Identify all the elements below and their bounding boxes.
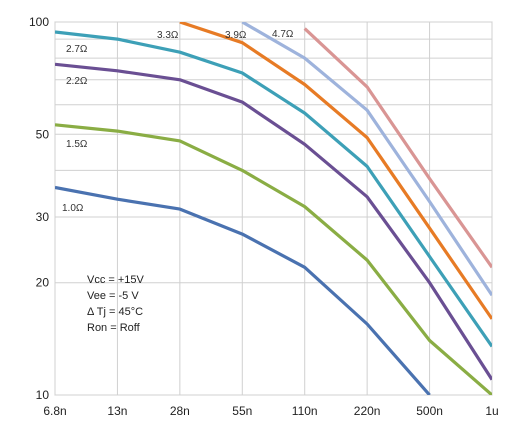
series-line — [179, 22, 492, 320]
y-tick-label: 50 — [36, 127, 50, 141]
y-tick-label: 30 — [36, 210, 50, 224]
conditions-box: Vcc = +15V Vee = -5 V Δ Tj = 45°C Ron = … — [87, 272, 207, 336]
series-name-label: 3.3Ω — [157, 30, 179, 41]
condition-vee: Vee = -5 V — [87, 290, 139, 302]
series-line — [303, 27, 492, 269]
series-line — [55, 123, 492, 395]
series-line — [55, 185, 431, 395]
x-tick-label: 110n — [292, 404, 318, 418]
x-tick-label: 55n — [232, 404, 252, 418]
x-tick-label: 220n — [354, 404, 381, 418]
series-line — [241, 22, 492, 297]
series-name-label: 2.2Ω — [66, 76, 88, 87]
axis-labels: 100 50 30 20 10 6.8n 13n 28n 55n 110n 220n 500n 1u — [29, 15, 499, 418]
series-lines — [55, 22, 492, 395]
series-name-label: 1.5Ω — [66, 139, 88, 150]
series-name-label: 3.9Ω — [225, 30, 247, 41]
series-name-label: 4.7Ω — [272, 29, 294, 40]
condition-delta-tj: Δ Tj = 45°C — [87, 306, 144, 318]
y-tick-label: 100 — [29, 15, 49, 29]
condition-ron-roff: Ron = Roff — [87, 322, 140, 334]
x-tick-label: 500n — [416, 404, 443, 418]
y-tick-label: 20 — [36, 276, 50, 290]
series-labels: 1.0Ω 1.5Ω 2.2Ω 2.7Ω 3.3Ω 3.9Ω 4.7Ω — [62, 29, 294, 214]
x-tick-label: 6.8n — [43, 404, 66, 418]
x-tick-label: 13n — [107, 404, 127, 418]
x-tick-label: 28n — [170, 404, 190, 418]
series-line — [55, 62, 492, 381]
condition-vcc: Vcc = +15V — [87, 274, 144, 286]
x-tick-label: 1u — [485, 404, 498, 418]
series-name-label: 1.0Ω — [62, 203, 84, 214]
y-tick-label: 10 — [36, 388, 50, 402]
series-line — [55, 30, 492, 348]
series-name-label: 2.7Ω — [66, 44, 88, 55]
